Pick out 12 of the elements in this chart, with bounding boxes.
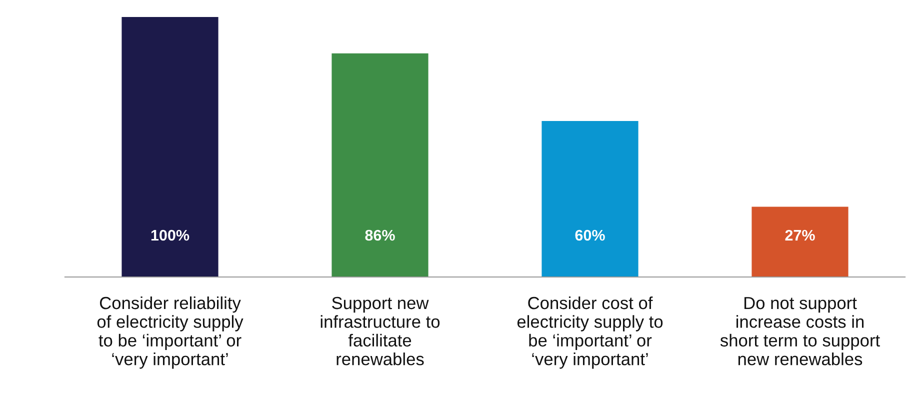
x-tick-label: Do not support increase costs in short term to support new renewables	[720, 297, 880, 366]
bar	[752, 206, 848, 277]
data-label: 86%	[365, 230, 395, 241]
data-label: 100%	[151, 230, 190, 241]
bar	[332, 53, 428, 277]
data-label: 60%	[575, 230, 605, 241]
bar	[542, 121, 638, 277]
x-tick-label: Consider reliability of electricity supply to be ‘important’ or ‘very important’	[97, 296, 244, 369]
data-label: 27%	[785, 230, 815, 241]
x-tick-label: Support new infrastructure to facilitate renewables	[320, 296, 440, 366]
x-tick-label: Consider cost of electricity supply to be ‘important’ or ‘very important’	[517, 296, 663, 369]
bar	[122, 17, 218, 277]
